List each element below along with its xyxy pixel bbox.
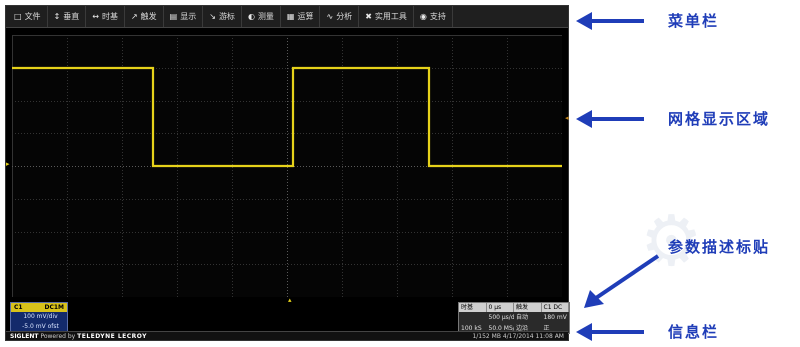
- menu-item-label: 运算: [297, 12, 314, 21]
- callout-param-label: 参数描述标贴: [668, 238, 771, 256]
- menu-item-math[interactable]: ▦ 运算: [281, 6, 321, 27]
- menu-item-label: 测量: [257, 12, 274, 21]
- timebase-label: 时基: [459, 303, 487, 312]
- callout-menubar-label: 菜单栏: [668, 12, 720, 30]
- square-wave: [12, 66, 562, 168]
- menu-item-label: 实用工具: [374, 12, 407, 21]
- menu-item-analysis[interactable]: ∿ 分析: [320, 6, 360, 27]
- powered-by-text: Powered by: [40, 332, 76, 340]
- math-icon: ▦: [286, 12, 295, 21]
- sample-points: 100 kS: [461, 325, 482, 332]
- trigger-slope: 正: [543, 325, 550, 332]
- callout-param: 参数描述标贴: [668, 236, 770, 257]
- channel-offset: -5.0 mV ofst: [22, 323, 59, 330]
- horizontal-icon: ↔: [92, 12, 99, 21]
- cursor-icon: ↘: [209, 12, 216, 21]
- menu-item-cursor[interactable]: ↘ 游标: [203, 6, 242, 27]
- display-icon: ▤: [169, 12, 178, 21]
- timebase-scale: 500 μs/div: [488, 314, 515, 321]
- arrow-param: [584, 254, 660, 308]
- utilities-icon: ✖: [365, 12, 372, 21]
- param-cell: [459, 312, 487, 323]
- ch1-trace: [12, 66, 562, 168]
- channel-coupling: DC1M: [44, 304, 64, 311]
- channel-descriptor[interactable]: C1 DC1M 100 mV/div -5.0 mV ofst: [10, 302, 68, 334]
- analysis-icon: ∿: [326, 12, 334, 21]
- folder-icon: □: [14, 12, 22, 21]
- menu-item-label: 显示: [180, 12, 197, 21]
- channel-name: C1: [14, 304, 23, 311]
- menu-item-timebase[interactable]: ↔ 时基: [86, 6, 125, 27]
- channel-vdiv: 100 mV/div: [23, 313, 58, 320]
- menu-item-support[interactable]: ◉ 支持: [414, 6, 453, 27]
- callout-info: 信息栏: [668, 321, 719, 342]
- menu-item-trigger[interactable]: ↗ 触发: [125, 6, 164, 27]
- vertical-icon: ↕: [53, 12, 61, 21]
- menu-item-label: 游标: [218, 12, 235, 21]
- waveform-grid[interactable]: [12, 35, 562, 297]
- menu-item-utilities[interactable]: ✖ 实用工具: [359, 6, 414, 27]
- menu-item-measure[interactable]: ◐ 测量: [242, 6, 281, 27]
- callout-info-label: 信息栏: [668, 323, 720, 341]
- trigger-icon: ↗: [130, 12, 138, 21]
- menu-item-display[interactable]: ▤ 显示: [164, 6, 204, 27]
- menu-item-label: 支持: [429, 12, 446, 21]
- arrow-grid: [576, 110, 644, 128]
- arrow-menubar: [576, 12, 644, 30]
- ch1-ground-marker[interactable]: ▸: [6, 160, 10, 168]
- trigger-label: 触发: [514, 303, 542, 312]
- trigger-mode: 自动: [516, 314, 529, 321]
- menu-bar: □ 文件 ↕ 垂直 ↔ 时基 ↗ 触发 ▤ 显示 ↘ 游标 ◐ 测量 ▦ 运算: [6, 6, 568, 28]
- support-icon: ◉: [419, 12, 427, 21]
- partner-logo: TELEDYNE LECROY: [77, 332, 148, 340]
- trigger-type: 边沿: [516, 325, 529, 332]
- info-bar: SIGLENT Powered by TELEDYNE LECROY 1/152…: [6, 331, 568, 340]
- trigger-level: 180 mV: [543, 314, 567, 321]
- grid-lines: [12, 35, 562, 297]
- menu-item-file[interactable]: □ 文件: [8, 6, 48, 27]
- menu-item-vertical[interactable]: ↕ 垂直: [48, 6, 87, 27]
- trigger-position-marker[interactable]: ▴: [288, 296, 292, 304]
- brand-logo: SIGLENT: [10, 332, 39, 340]
- timebase-delay: 0 μs: [487, 303, 514, 312]
- menu-item-label: 时基: [101, 12, 118, 21]
- trigger-source: C1 DC: [542, 303, 569, 312]
- trigger-level-marker[interactable]: ◂: [565, 114, 569, 122]
- timebase-trigger-descriptor[interactable]: 时基 0 μs 触发 C1 DC 500 μs/div 自动 180 mV 10…: [458, 302, 570, 334]
- callout-grid: 网格显示区域: [668, 108, 770, 129]
- menu-item-label: 分析: [336, 12, 353, 21]
- arrow-info: [576, 323, 644, 341]
- status-datetime: 1/152 MB 4/17/2014 11:08 AM: [472, 332, 564, 340]
- menu-item-label: 触发: [140, 12, 157, 21]
- callout-grid-label: 网格显示区域: [668, 110, 771, 128]
- measure-icon: ◐: [247, 12, 255, 21]
- oscilloscope-screen: □ 文件 ↕ 垂直 ↔ 时基 ↗ 触发 ▤ 显示 ↘ 游标 ◐ 测量 ▦ 运算: [5, 5, 570, 341]
- sample-rate: 50.0 MS/s: [488, 325, 515, 332]
- menu-item-label: 文件: [24, 12, 41, 21]
- menu-item-label: 垂直: [63, 12, 80, 21]
- callout-menubar: 菜单栏: [668, 10, 719, 31]
